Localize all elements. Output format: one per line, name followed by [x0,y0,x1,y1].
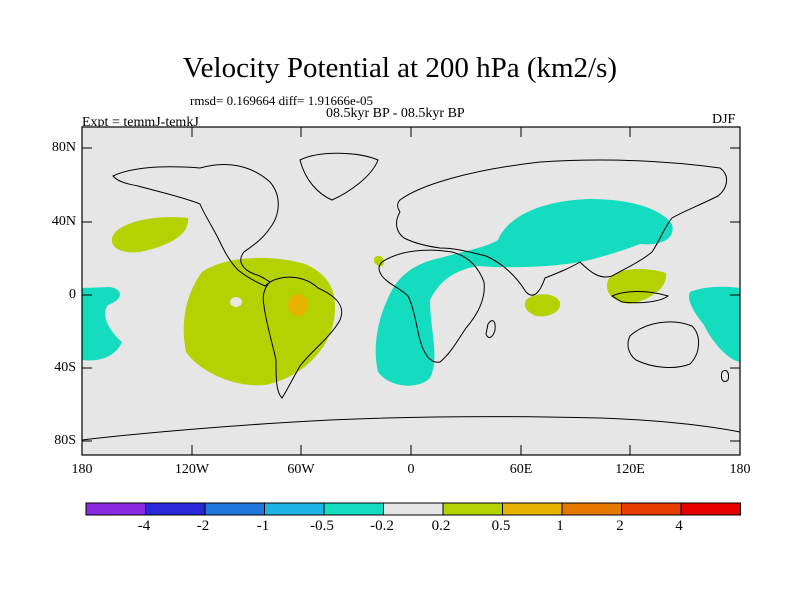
axis-ticks [81,127,740,455]
colorbar-label: -0.5 [310,518,334,534]
colorbar-swatch [204,502,265,516]
period-label: 08.5kyr BP - 08.5kyr BP [326,106,465,121]
lat-label-40n: 40N [51,214,76,229]
colorbar-swatch [383,502,444,516]
colorbar-label: 1 [556,518,564,534]
colorbar-swatch [621,502,682,516]
lon-label-180e: 180 [729,462,751,477]
colorbar-label: 0.5 [491,518,511,534]
colorbar-label: -0.2 [370,518,394,534]
colorbar-label: 0.2 [431,518,451,534]
lat-label-80n: 80N [51,140,76,155]
colorbar-swatch [145,502,206,516]
lon-label-60w: 60W [287,462,315,477]
positive-regions [111,217,667,386]
coastlines [81,152,741,441]
colorbar-label: 2 [616,518,624,534]
lon-label-0: 0 [407,462,415,477]
negative-regions [82,199,740,386]
lon-label-120e: 120E [615,462,645,477]
lat-label-eq: 0 [69,287,76,302]
positive-core [288,294,308,316]
colorbar-label: -2 [196,518,210,534]
colorbar-label: 4 [675,518,683,534]
colorbar [85,502,741,516]
experiment-label: Expt = temmJ-temkJ [82,115,199,130]
ocean-hole [230,297,242,307]
rmsd-diff-stats: rmsd= 0.169664 diff= 1.91666e-05 [190,93,374,108]
season-label: DJF [712,112,736,127]
lon-label-60e: 60E [509,462,533,477]
colorbar-swatch [323,502,384,516]
lon-label-120w: 120W [174,462,210,477]
colorbar-swatch [85,502,146,516]
lat-label-40s: 40S [54,360,76,375]
colorbar-label: -4 [137,518,151,534]
colorbar-label: -1 [256,518,270,534]
colorbar-swatch [264,502,325,516]
colorbar-swatch [502,502,563,516]
colorbar-swatch [561,502,622,516]
colorbar-swatch [442,502,503,516]
colorbar-swatch [680,502,741,516]
map-title: Velocity Potential at 200 hPa (km2/s) [182,52,618,84]
lat-label-80s: 80S [54,433,76,448]
lon-label-180w: 180 [71,462,93,477]
